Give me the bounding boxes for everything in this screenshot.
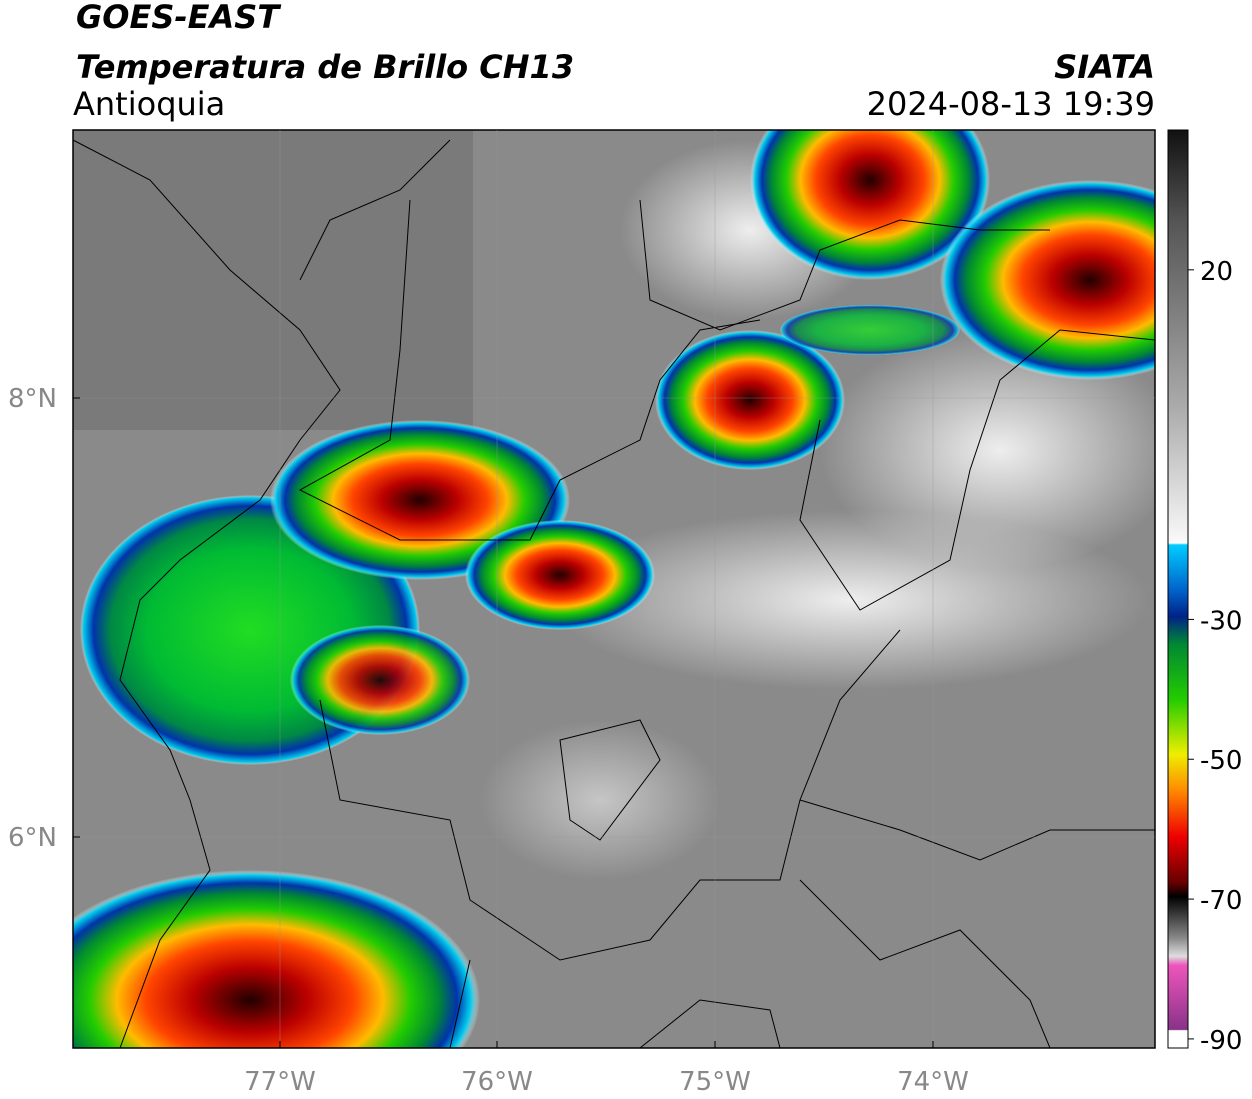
lon-label: 75°W — [679, 1067, 751, 1097]
lon-label: 76°W — [461, 1067, 533, 1097]
lat-label: 6°N — [8, 823, 57, 853]
map-frame — [72, 129, 1156, 1049]
colorbar-label: -30 — [1200, 606, 1242, 636]
region: Antioquia — [73, 85, 225, 123]
subtitle: Temperatura de Brillo CH13 — [76, 48, 574, 86]
colorbar — [1167, 129, 1189, 1049]
lon-label: 77°W — [244, 1067, 316, 1097]
lat-label: 8°N — [8, 384, 57, 414]
colorbar-label: -50 — [1200, 746, 1242, 776]
datetime: 2024-08-13 19:39 — [867, 85, 1155, 123]
satellite-image — [73, 130, 1155, 1048]
title: GOES-EAST — [76, 0, 281, 36]
lon-label: 74°W — [897, 1067, 969, 1097]
colorbar-label: -90 — [1200, 1026, 1242, 1056]
colorbar-label: 20 — [1200, 257, 1233, 287]
colorbar-label: -70 — [1200, 886, 1242, 916]
source: SIATA — [1054, 48, 1155, 86]
